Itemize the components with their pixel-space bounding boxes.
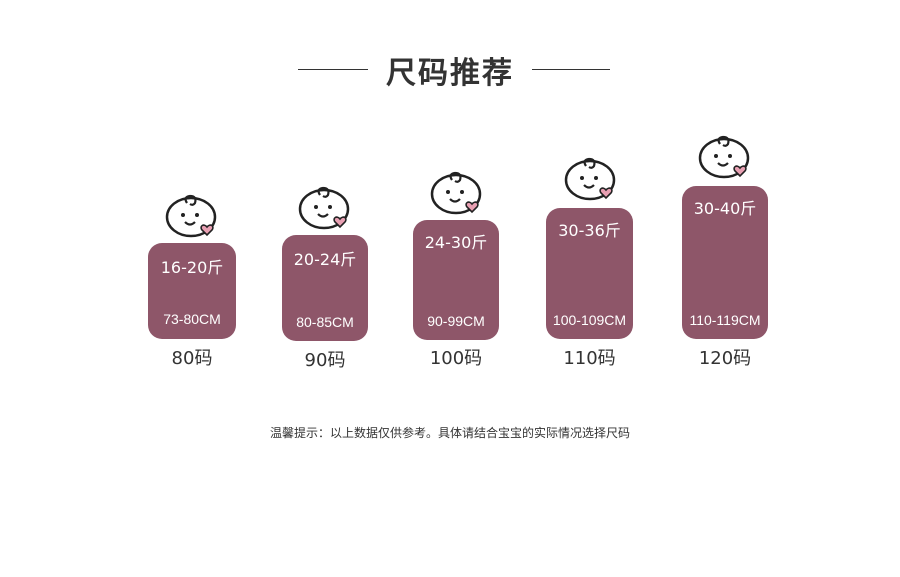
weight-range: 24-30斤	[424, 233, 488, 252]
height-range: 73-80CM	[163, 311, 221, 327]
size-tip-note: 温馨提示：以上数据仅供参考。具体请结合宝宝的实际情况选择尺码	[269, 426, 630, 440]
title-divider-right	[532, 69, 610, 70]
weight-range: 30-40斤	[693, 199, 757, 218]
header: 尺码推荐	[0, 48, 900, 92]
size-label: 90码	[304, 350, 346, 371]
size-label: 120码	[698, 348, 752, 369]
height-range: 90-99CM	[427, 313, 485, 329]
size-bar: 30-40斤 110-119CM	[682, 186, 768, 339]
size-label: 80码	[171, 348, 213, 369]
page-title: 尺码推荐	[386, 56, 514, 91]
baby-face-icon	[698, 135, 750, 179]
height-range: 80-85CM	[296, 314, 354, 330]
size-label: 100码	[429, 348, 483, 369]
size-label: 110码	[563, 348, 616, 369]
size-bar: 16-20斤 73-80CM	[148, 243, 236, 339]
height-range: 110-119CM	[689, 312, 761, 328]
height-range: 100-109CM	[552, 312, 627, 328]
size-bar: 24-30斤 90-99CM	[413, 220, 499, 340]
weight-range: 30-36斤	[558, 221, 621, 240]
size-bar: 20-24斤 80-85CM	[282, 235, 368, 341]
baby-face-icon	[430, 171, 482, 215]
baby-face-icon	[165, 194, 217, 238]
baby-face-icon	[564, 157, 616, 201]
baby-face-icon	[298, 186, 350, 230]
weight-range: 16-20斤	[160, 258, 224, 277]
title-divider-left	[298, 69, 368, 70]
size-bar: 30-36斤 100-109CM	[546, 208, 633, 339]
weight-range: 20-24斤	[293, 250, 357, 269]
